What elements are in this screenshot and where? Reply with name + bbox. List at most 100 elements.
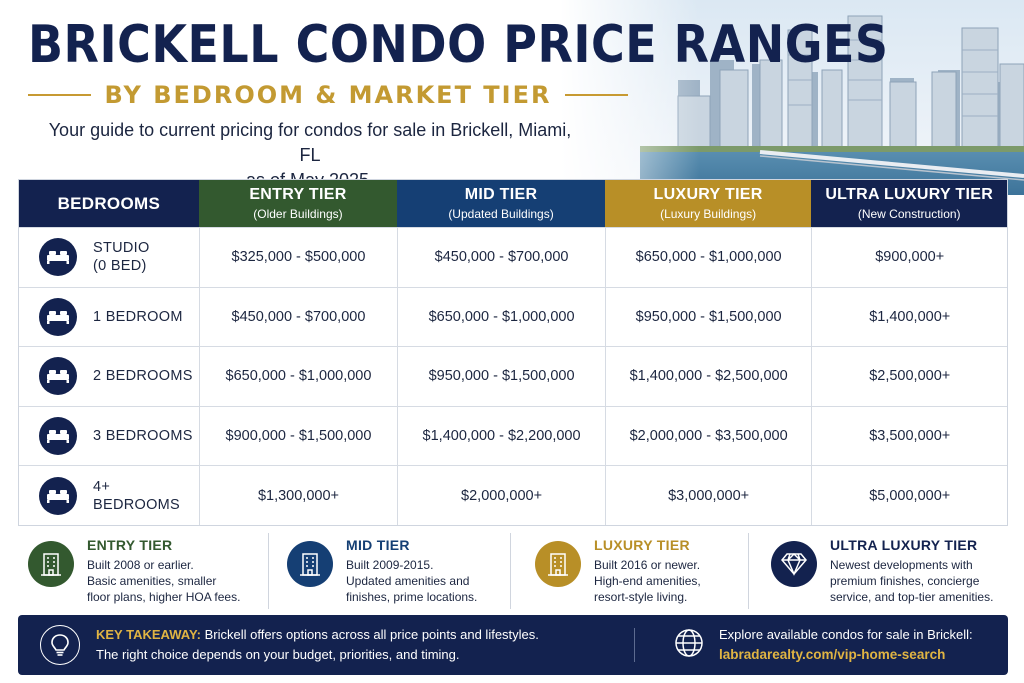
tier-text: MID TIER Built 2009-2015. Updated amenitie… [346, 537, 477, 605]
tier-description-line: service, and top-tier amenities. [830, 590, 994, 604]
mid-price-cell: $950,000 - $1,500,000 [397, 347, 605, 406]
page-title: BRICKELL CONDO PRICE RANGES [28, 14, 889, 75]
tier-title: MID TIER [346, 537, 410, 553]
bed-icon [39, 417, 77, 456]
price-table: BEDROOMS ENTRY TIER (Older Buildings) MI… [18, 179, 1008, 526]
tier-description-line: Updated amenities and [346, 574, 470, 588]
mid-price-cell: $2,000,000+ [397, 466, 605, 525]
tier-card: MID TIER Built 2009-2015. Updated amenitie… [268, 533, 510, 609]
tier-title: ENTRY TIER [87, 537, 173, 553]
bed-icon [39, 297, 77, 336]
ultra-price-cell: $3,500,000+ [811, 406, 1007, 466]
table-row: 3 BEDROOMS $900,000 - $1,500,000 $1,400,00… [19, 405, 1007, 466]
footer-divider [634, 628, 635, 662]
subtitle-row: BY BEDROOM & MARKET TIER [28, 80, 628, 110]
tier-text: ENTRY TIER Built 2008 or earlier. Basic am… [87, 537, 240, 605]
header-subtitle: (Luxury Buildings) [660, 207, 757, 221]
header-title: BEDROOMS [57, 193, 161, 213]
footer-banner: KEY TAKEAWAY: Brickell offers options ac… [18, 615, 1008, 675]
lightbulb-icon [40, 625, 80, 665]
tier-descriptions: ENTRY TIER Built 2008 or earlier. Basic am… [28, 533, 1008, 609]
bedroom-cell: 4+ BEDROOMS [19, 466, 199, 525]
bed-icon [39, 238, 77, 277]
takeaway-label: KEY TAKEAWAY: [96, 627, 201, 642]
tier-title: LUXURY TIER [594, 537, 690, 553]
divider-right [565, 94, 628, 96]
header-subtitle: (Older Buildings) [253, 207, 343, 221]
skyline-image [560, 0, 1024, 195]
tier-card: ULTRA LUXURY TIER Newest developments wit… [748, 533, 1008, 609]
mid-price-cell: $650,000 - $1,000,000 [397, 287, 605, 347]
bedroom-label: 4+ BEDROOMS [93, 478, 199, 514]
tier-description-line: resort-style living. [594, 590, 688, 604]
building-icon [287, 541, 333, 587]
header-mid-tier: MID TIER (Updated Buildings) [397, 180, 605, 227]
header-subtitle: (Updated Buildings) [448, 207, 554, 221]
entry-price-cell: $650,000 - $1,000,000 [198, 347, 398, 406]
luxury-price-cell: $2,000,000 - $3,500,000 [604, 406, 812, 466]
tier-description-line: premium finishes, concierge [830, 574, 980, 588]
luxury-price-cell: $650,000 - $1,000,000 [604, 228, 812, 287]
tier-description-line: Built 2009-2015. [346, 558, 434, 572]
website-link[interactable]: labradarealty.com/vip-home-search [719, 647, 946, 662]
page-subtitle: BY BEDROOM & MARKET TIER [104, 81, 552, 109]
table-row: 4+ BEDROOMS $1,300,000+ $2,000,000+ $3,000,… [19, 465, 1007, 525]
tier-description-line: High-end amenities, [594, 574, 701, 588]
bedroom-sublabel: (0 BED) [93, 258, 147, 275]
bedroom-label-text: 2 BEDROOMS [93, 368, 193, 385]
bedroom-cell: 3 BEDROOMS [19, 407, 199, 466]
tier-text: ULTRA LUXURY TIER Newest developments wit… [830, 537, 993, 605]
globe-icon [673, 627, 705, 664]
bedroom-label-text: 1 BEDROOM [93, 308, 183, 325]
table-row: 2 BEDROOMS $650,000 - $1,000,000 $950,000 … [19, 346, 1007, 406]
tier-title: ULTRA LUXURY TIER [830, 537, 978, 553]
header-luxury-tier: LUXURY TIER (Luxury Buildings) [604, 180, 812, 227]
tier-description-line: Newest developments with [830, 558, 973, 572]
header-bedrooms: BEDROOMS [19, 180, 199, 227]
tier-description-line: Basic amenities, smaller [87, 574, 217, 588]
bedroom-label-text: 4+ BEDROOMS [93, 478, 180, 513]
bed-icon [39, 357, 77, 396]
entry-price-cell: $1,300,000+ [198, 466, 398, 525]
explore-block: Explore available condos for sale in Bri… [719, 625, 973, 665]
luxury-price-cell: $1,400,000 - $2,500,000 [604, 347, 812, 406]
divider-left [28, 94, 91, 96]
ultra-price-cell: $1,400,000+ [811, 287, 1007, 347]
header-title: ULTRA LUXURY TIER [825, 186, 994, 203]
mid-price-cell: $450,000 - $700,000 [397, 228, 605, 287]
ultra-price-cell: $900,000+ [811, 228, 1007, 287]
header-title: MID TIER [464, 186, 538, 203]
building-icon [535, 541, 581, 587]
mid-price-cell: $1,400,000 - $2,200,000 [397, 406, 605, 466]
bedroom-label: 3 BEDROOMS [93, 427, 193, 445]
bedroom-label: STUDIO (0 BED) [93, 239, 150, 275]
bedroom-label: 1 BEDROOM [93, 308, 183, 326]
tier-description-line: Built 2016 or newer. [594, 558, 701, 572]
table-row: 1 BEDROOM $450,000 - $700,000 $650,000 - $… [19, 286, 1007, 347]
explore-text: Explore available condos for sale in Bri… [719, 627, 973, 642]
bed-icon [39, 476, 77, 515]
header-title: ENTRY TIER [249, 186, 347, 203]
tier-description-line: Built 2008 or earlier. [87, 558, 194, 572]
header-entry-tier: ENTRY TIER (Older Buildings) [198, 180, 398, 227]
header-subtitle: (New Construction) [857, 207, 961, 221]
bedroom-cell: 2 BEDROOMS [19, 347, 199, 406]
takeaway-text-1: Brickell offers options across all price… [200, 627, 539, 642]
tier-card: ENTRY TIER Built 2008 or earlier. Basic am… [28, 533, 268, 609]
tier-description-line: floor plans, higher HOA fees. [87, 590, 241, 604]
entry-price-cell: $450,000 - $700,000 [198, 287, 398, 347]
bedroom-label-text: STUDIO [93, 240, 150, 257]
takeaway-text-2: The right choice depends on your budget,… [96, 647, 460, 662]
luxury-price-cell: $3,000,000+ [604, 466, 812, 525]
tier-description-line: finishes, prime locations. [346, 590, 478, 604]
entry-price-cell: $325,000 - $500,000 [198, 228, 398, 287]
intro-line-1: Your guide to current pricing for condos… [48, 120, 572, 165]
entry-price-cell: $900,000 - $1,500,000 [198, 406, 398, 466]
table-header: BEDROOMS ENTRY TIER (Older Buildings) MI… [19, 180, 1007, 227]
bedroom-cell: 1 BEDROOM [19, 288, 199, 347]
key-takeaway: KEY TAKEAWAY: Brickell offers options ac… [96, 625, 616, 665]
luxury-price-cell: $950,000 - $1,500,000 [604, 287, 812, 347]
ultra-price-cell: $2,500,000+ [811, 347, 1007, 406]
ultra-price-cell: $5,000,000+ [811, 466, 1007, 525]
diamond-icon [771, 541, 817, 587]
